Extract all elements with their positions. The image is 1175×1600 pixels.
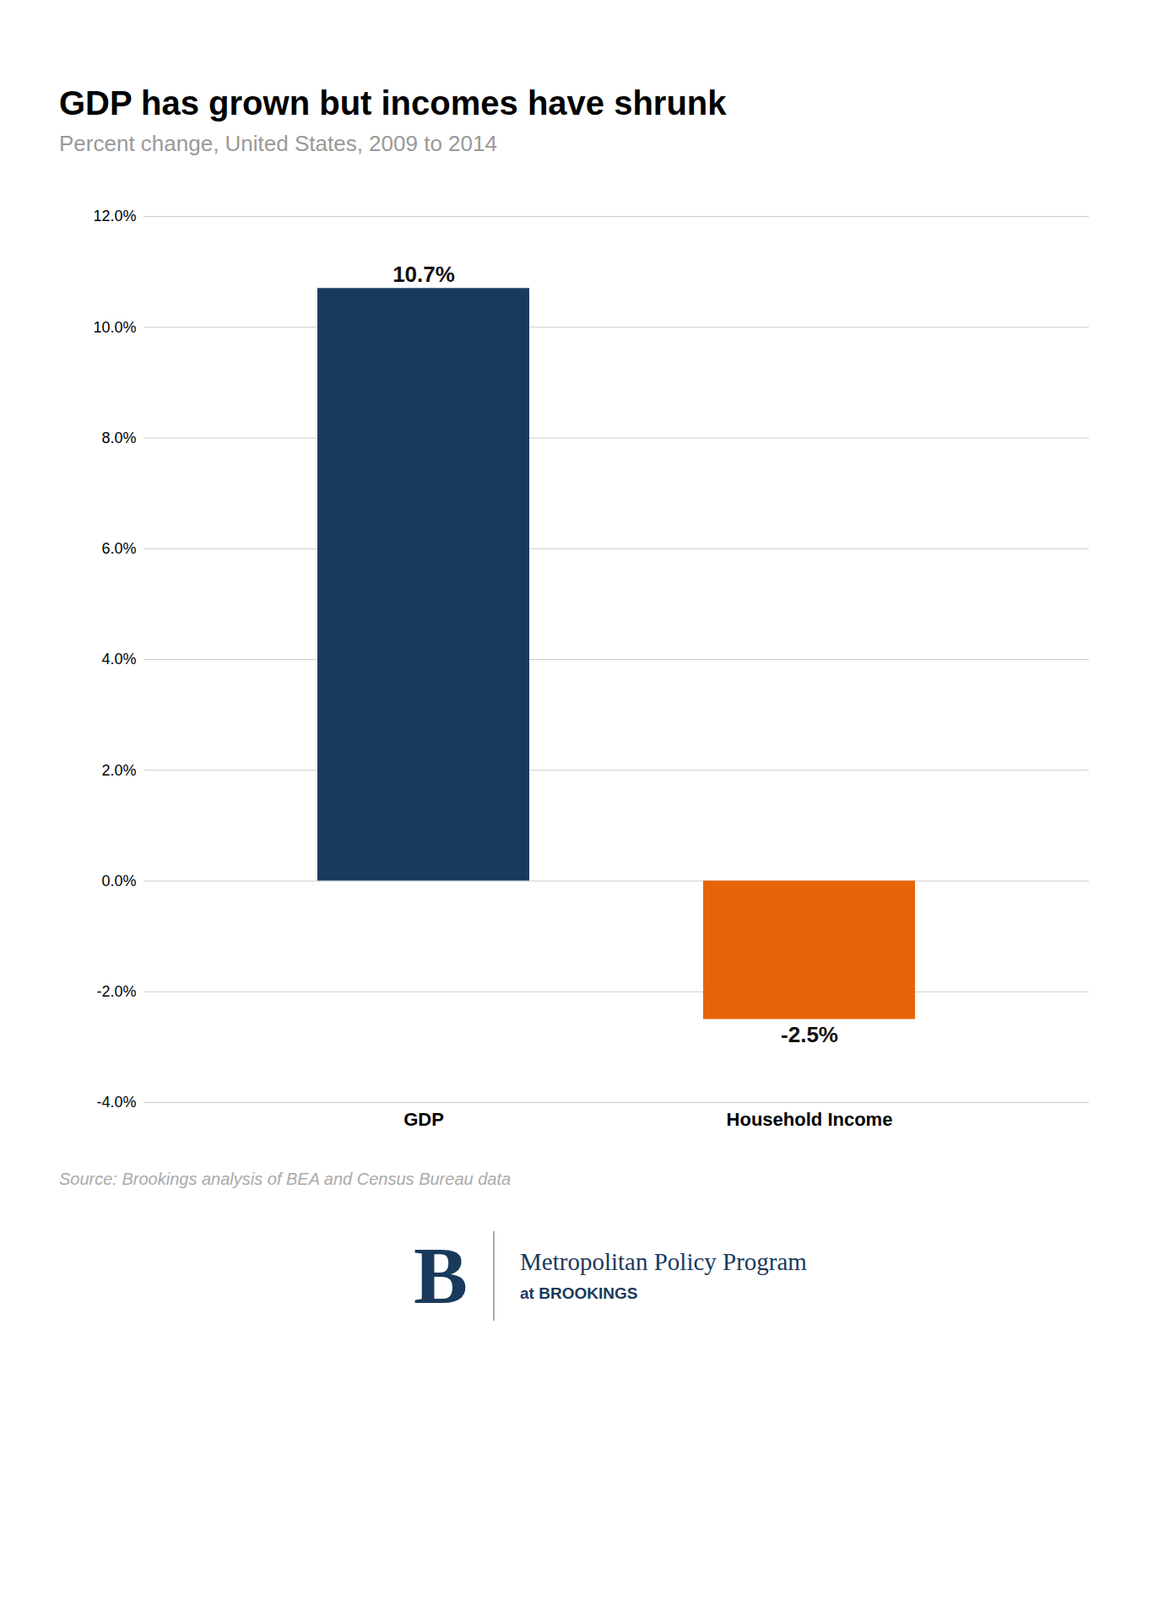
svg-text:4.0%: 4.0% <box>101 650 136 668</box>
html-text:GDP has grown but incomes have: GDP has grown but incomes have shrunk <box>59 84 727 122</box>
html-text:B: B <box>413 1230 468 1322</box>
svg-text:0.0%: 0.0% <box>101 872 136 890</box>
html-text:Source: Brookings analysis of: Source: Brookings analysis of BEA and Ce… <box>59 1169 511 1189</box>
svg-text:10.7%: 10.7% <box>392 261 455 287</box>
svg-text:-2.0%: -2.0% <box>96 983 136 1001</box>
svg-text:10.0%: 10.0% <box>92 319 136 336</box>
html-text:at BROOKINGS: at BROOKINGS <box>519 1284 638 1303</box>
svg-text:-4.0%: -4.0% <box>96 1093 136 1111</box>
svg-text:2.0%: 2.0% <box>101 762 136 780</box>
html-text:Metropolitan Policy Program: Metropolitan Policy Program <box>519 1248 807 1276</box>
svg-text:Household Income: Household Income <box>726 1109 894 1131</box>
svg-text:GDP: GDP <box>403 1109 445 1131</box>
html-text:Percent change, United States,: Percent change, United States, 2009 to 2… <box>59 130 498 157</box>
svg-text:6.0%: 6.0% <box>101 540 136 558</box>
svg-text:8.0%: 8.0% <box>101 429 136 447</box>
svg-text:-2.5%: -2.5% <box>780 1022 839 1048</box>
svg-text:12.0%: 12.0% <box>92 207 136 225</box>
